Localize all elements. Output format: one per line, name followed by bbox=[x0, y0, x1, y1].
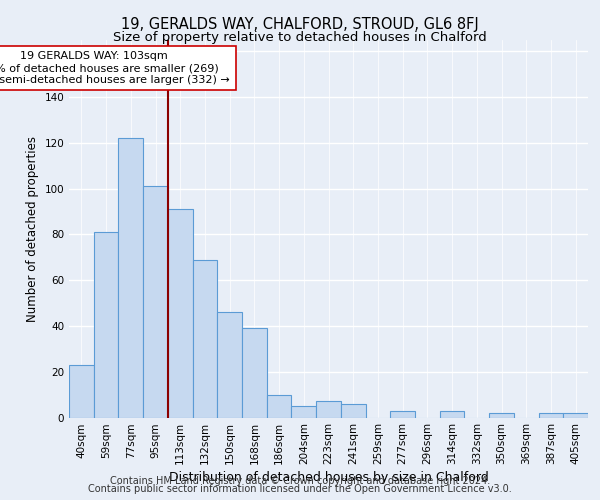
X-axis label: Distribution of detached houses by size in Chalford: Distribution of detached houses by size … bbox=[169, 472, 488, 484]
Text: Contains HM Land Registry data © Crown copyright and database right 2024.: Contains HM Land Registry data © Crown c… bbox=[110, 476, 490, 486]
Bar bbox=[193, 260, 217, 418]
Text: Contains public sector information licensed under the Open Government Licence v3: Contains public sector information licen… bbox=[88, 484, 512, 494]
Bar bbox=[292, 406, 316, 417]
Text: 19 GERALDS WAY: 103sqm
← 44% of detached houses are smaller (269)
55% of semi-de: 19 GERALDS WAY: 103sqm ← 44% of detached… bbox=[0, 52, 230, 84]
Bar bbox=[217, 312, 242, 418]
Bar bbox=[563, 413, 588, 418]
Bar bbox=[341, 404, 365, 417]
Bar bbox=[168, 210, 193, 418]
Bar bbox=[489, 413, 514, 418]
Text: Size of property relative to detached houses in Chalford: Size of property relative to detached ho… bbox=[113, 31, 487, 44]
Bar bbox=[539, 413, 563, 418]
Bar bbox=[242, 328, 267, 418]
Bar bbox=[143, 186, 168, 418]
Bar bbox=[440, 410, 464, 418]
Bar bbox=[118, 138, 143, 417]
Text: 19, GERALDS WAY, CHALFORD, STROUD, GL6 8FJ: 19, GERALDS WAY, CHALFORD, STROUD, GL6 8… bbox=[121, 18, 479, 32]
Bar bbox=[69, 365, 94, 418]
Bar bbox=[267, 394, 292, 417]
Bar bbox=[316, 402, 341, 417]
Bar bbox=[390, 410, 415, 418]
Y-axis label: Number of detached properties: Number of detached properties bbox=[26, 136, 39, 322]
Bar bbox=[94, 232, 118, 418]
